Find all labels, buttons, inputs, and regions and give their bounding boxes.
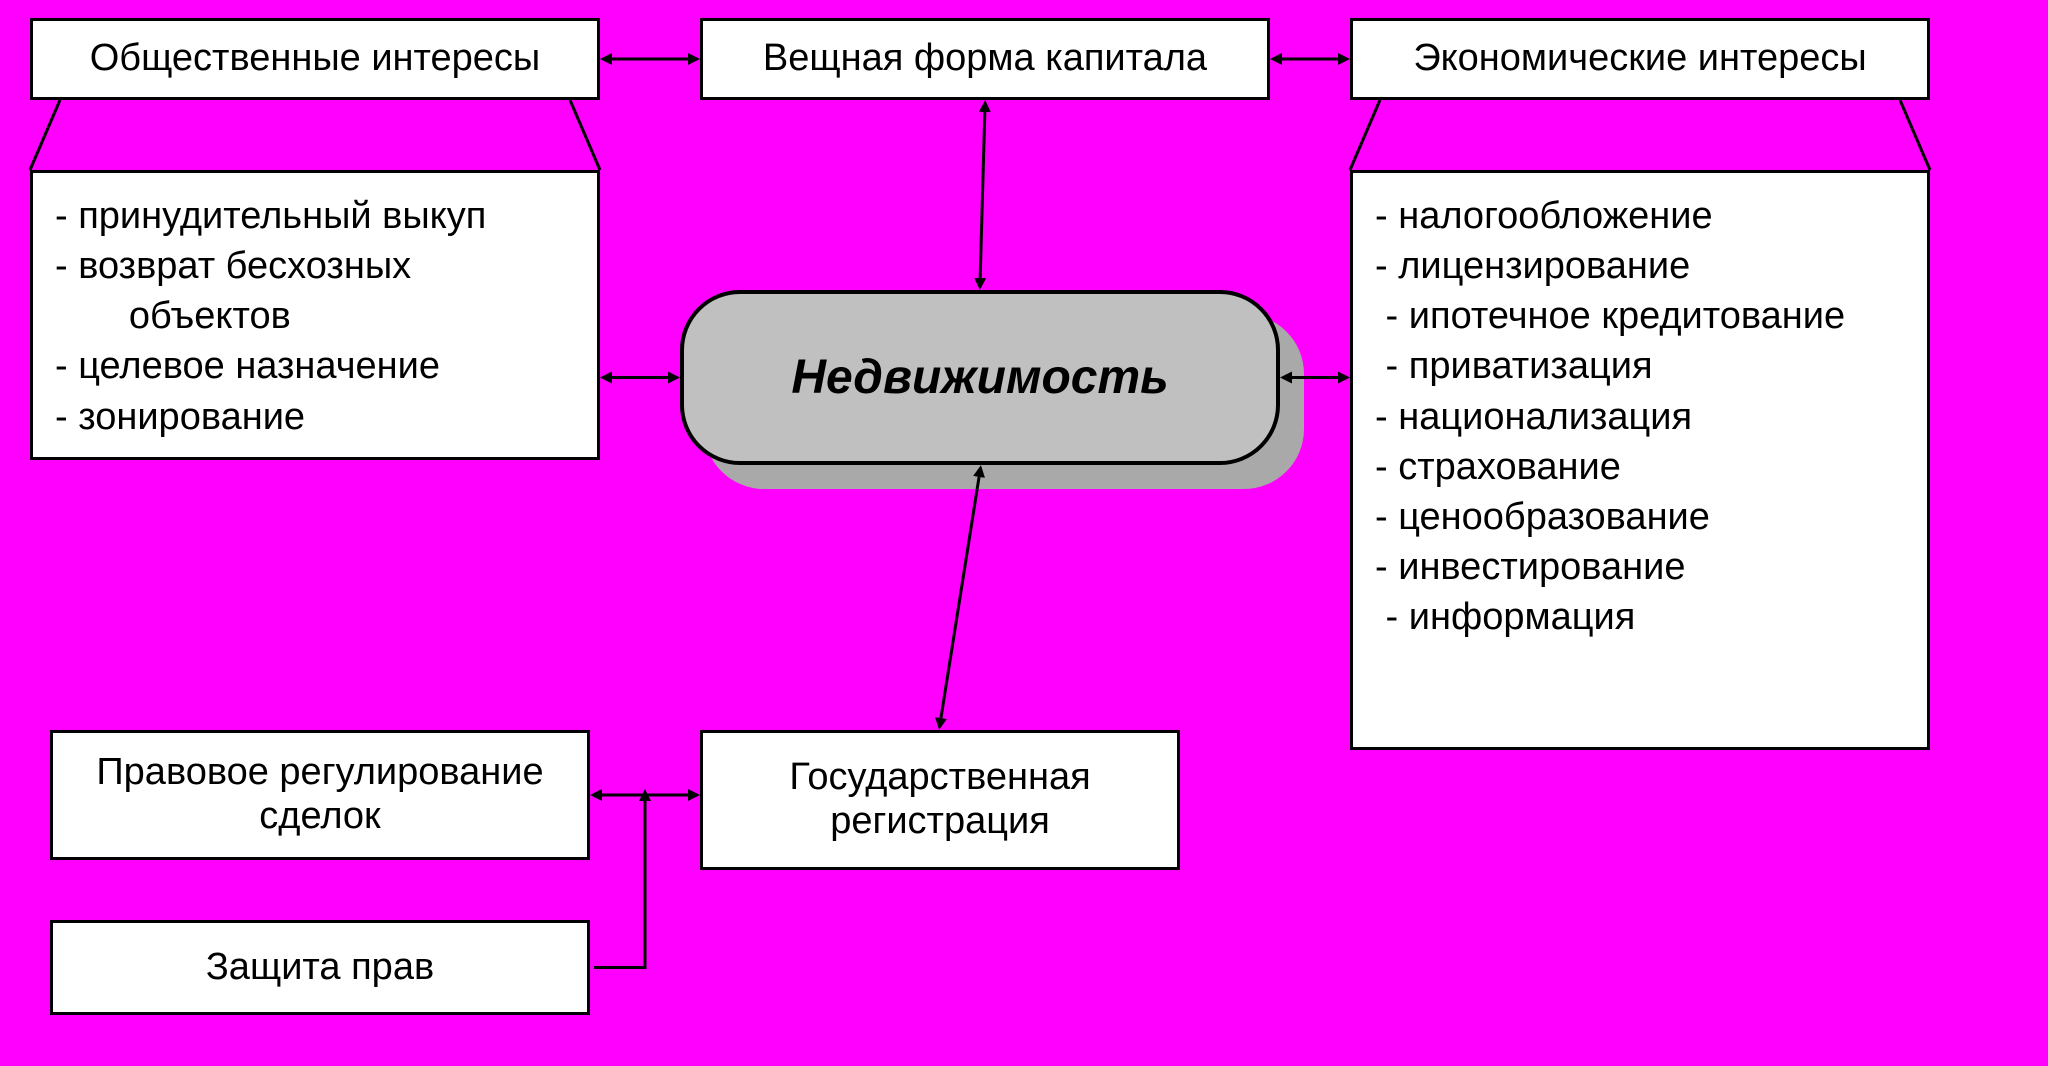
node-state-registration: Государственная регистрация xyxy=(700,730,1180,870)
central-node-label: Недвижимость xyxy=(791,350,1168,405)
central-node: Недвижимость xyxy=(680,290,1280,465)
node-economic-interests: Экономические интересы xyxy=(1350,18,1930,100)
node-label: Экономические интересы xyxy=(1413,37,1866,81)
node-rights-protection: Защита прав xyxy=(50,920,590,1015)
node-label: Вещная форма капитала xyxy=(763,37,1207,81)
node-public-interests: Общественные интересы xyxy=(30,18,600,100)
list-public-interests: - принудительный выкуп - возврат бесхозн… xyxy=(30,170,600,460)
diagram-canvas: Недвижимость Общественные интересы Вещна… xyxy=(0,0,2048,1066)
node-label: Общественные интересы xyxy=(90,37,540,81)
node-legal-regulation: Правовое регулирование сделок xyxy=(50,730,590,860)
node-label: Государственная регистрация xyxy=(789,756,1090,843)
node-label: Защита прав xyxy=(206,946,434,990)
list-economic-interests: - налогообложение - лицензирование - ипо… xyxy=(1350,170,1930,750)
node-capital-form: Вещная форма капитала xyxy=(700,18,1270,100)
node-label: Правовое регулирование сделок xyxy=(96,751,543,838)
